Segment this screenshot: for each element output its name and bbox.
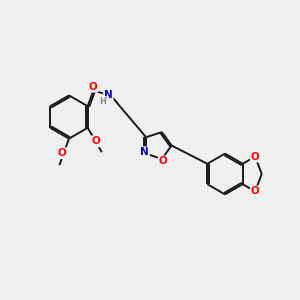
Text: O: O xyxy=(251,186,260,197)
Text: O: O xyxy=(58,148,67,158)
Text: O: O xyxy=(89,82,98,92)
Text: N: N xyxy=(140,147,149,157)
Text: O: O xyxy=(251,152,260,162)
Text: O: O xyxy=(91,136,100,146)
Text: O: O xyxy=(159,156,167,166)
Text: N: N xyxy=(104,90,113,100)
Text: H: H xyxy=(99,97,106,106)
